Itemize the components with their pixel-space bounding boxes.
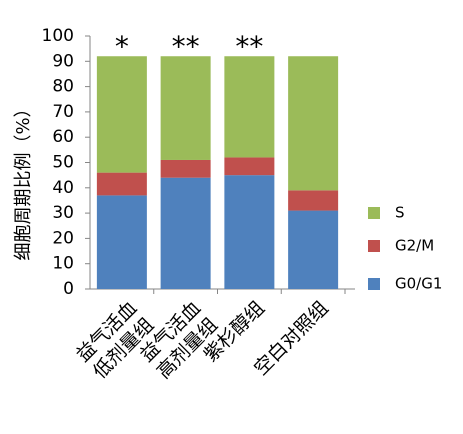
legend-swatch	[368, 207, 380, 219]
significance-label: **	[172, 30, 200, 63]
y-axis-label: 细胞周期比例（%）	[13, 99, 34, 260]
y-tick-label: 40	[52, 178, 74, 198]
y-tick-label: 20	[52, 228, 74, 248]
bar-segment	[288, 210, 339, 289]
y-tick-label: 30	[52, 203, 74, 223]
y-tick-label: 50	[52, 153, 74, 173]
significance-label: *	[115, 30, 129, 63]
legend-swatch	[368, 278, 380, 290]
significance-label: **	[235, 30, 263, 63]
legend-label: G0/G1	[395, 275, 442, 293]
legend-swatch	[368, 240, 380, 252]
bar-segment	[96, 195, 147, 289]
y-tick-label: 100	[42, 26, 74, 46]
legend-label: S	[395, 204, 405, 222]
y-tick-label: 10	[52, 254, 74, 274]
y-tick-label: 70	[52, 102, 74, 122]
bar-segment	[288, 56, 339, 191]
y-tick-label: 60	[52, 127, 74, 147]
bar-segment	[224, 157, 275, 176]
bar-segment	[224, 56, 275, 158]
bar-segment	[224, 175, 275, 289]
bar-segment	[96, 56, 147, 173]
y-tick-label: 80	[52, 77, 74, 97]
bar-segment	[96, 172, 147, 196]
legend-label: G2/M	[395, 237, 434, 255]
bar-segment	[160, 177, 211, 289]
bar-segment	[160, 56, 211, 160]
y-tick-label: 0	[63, 279, 74, 299]
bar-segment	[160, 159, 211, 178]
y-tick-label: 90	[52, 51, 74, 71]
bar-segment	[288, 190, 339, 211]
